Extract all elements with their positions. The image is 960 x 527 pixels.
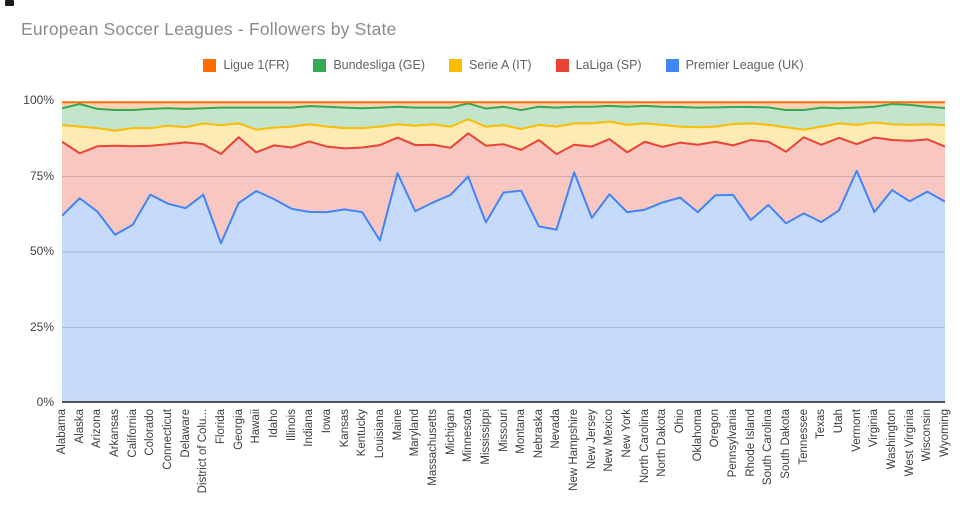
legend-item[interactable]: LaLiga (SP): [555, 58, 642, 72]
x-axis-label: Maine: [391, 409, 404, 441]
x-axis-label: South Dakota: [780, 409, 793, 479]
x-axis-label: Vermont: [850, 409, 863, 452]
x-axis-label: Iowa: [320, 409, 333, 434]
chart-plot-area[interactable]: [62, 101, 945, 403]
x-axis-label: Minnesota: [462, 409, 475, 463]
x-axis-label: Mississippi: [479, 409, 492, 465]
legend-color-swatch-icon: [555, 58, 569, 72]
legend-item[interactable]: Premier League (UK): [665, 58, 804, 72]
x-axis-label: Connecticut: [161, 409, 174, 470]
x-axis-label: Rhode Island: [744, 409, 757, 477]
legend-label: Serie A (IT): [469, 58, 532, 72]
x-axis-label: Alabama: [56, 409, 68, 455]
x-axis-label: Washington: [886, 409, 899, 470]
x-axis-label: New Hampshire: [568, 409, 581, 491]
legend-item[interactable]: Bundesliga (GE): [313, 58, 425, 72]
x-axis-label: Wisconsin: [921, 409, 934, 462]
legend-color-swatch-icon: [665, 58, 679, 72]
legend-color-swatch-icon: [449, 58, 463, 72]
x-axis-label: Nebraska: [532, 409, 545, 459]
x-axis-label: Kentucky: [356, 409, 369, 457]
series-line: [62, 102, 945, 112]
x-axis-label: North Dakota: [656, 409, 669, 477]
series-area[interactable]: [62, 170, 945, 403]
x-axis-label: District of Colu...: [197, 409, 210, 494]
x-axis-label: Wyoming: [939, 409, 951, 457]
y-axis-tick-label: 75%: [29, 168, 54, 183]
x-axis-label: Oklahoma: [691, 409, 704, 462]
x-axis-label: Alaska: [73, 409, 86, 444]
x-axis-label: Ohio: [674, 409, 687, 434]
x-axis-label: New York: [621, 409, 634, 458]
y-axis-tick-label: 100%: [23, 93, 54, 107]
x-axis-label: Arizona: [91, 409, 104, 448]
x-axis-label: Montana: [515, 409, 528, 454]
legend-item[interactable]: Serie A (IT): [449, 58, 532, 72]
chart-title: European Soccer Leagues - Followers by S…: [21, 19, 397, 39]
x-axis-label: Oregon: [709, 409, 722, 448]
legend-item[interactable]: Ligue 1(FR): [203, 58, 289, 72]
x-axis-label: Virginia: [868, 409, 881, 448]
x-axis-label: Idaho: [267, 409, 280, 438]
x-axis-label: Kansas: [338, 409, 351, 448]
x-axis-label: Tennessee: [797, 409, 810, 465]
y-axis-tick-label: 50%: [29, 244, 54, 258]
x-axis-label: Florida: [214, 409, 227, 445]
x-axis-label: West Virginia: [903, 409, 916, 477]
legend-label: Bundesliga (GE): [333, 58, 426, 72]
x-axis-label: Texas: [815, 409, 828, 440]
chart-legend: Ligue 1(FR) Bundesliga (GE) Serie A (IT) La…: [62, 58, 945, 72]
x-axis-label: Delaware: [179, 409, 192, 458]
x-axis-label: North Carolina: [638, 409, 651, 484]
x-axis-label: New Mexico: [603, 409, 616, 472]
y-axis-tick-label: 0%: [36, 395, 54, 409]
x-axis-label: California: [126, 409, 139, 458]
series-line: [62, 169, 945, 245]
x-axis-label: South Carolina: [762, 409, 775, 486]
x-axis-label: Maryland: [409, 409, 422, 457]
x-axis-label: Illinois: [285, 409, 298, 441]
legend-label: Ligue 1(FR): [223, 58, 290, 72]
series-line: [62, 132, 945, 156]
legend-label: LaLiga (SP): [575, 58, 642, 72]
x-axis-label: Georgia: [232, 409, 245, 450]
x-axis-label: Missouri: [497, 409, 510, 452]
series-line: [62, 118, 945, 132]
x-axis-label: Louisiana: [373, 409, 386, 459]
x-axis-label: Colorado: [144, 409, 157, 456]
y-axis-tick-label: 25%: [29, 319, 54, 334]
legend-color-swatch-icon: [203, 58, 217, 72]
x-axis-label: Massachusetts: [426, 409, 439, 486]
legend-color-swatch-icon: [313, 58, 327, 72]
x-axis-label: Hawaii: [250, 409, 263, 444]
x-axis-label: New Jersey: [585, 409, 598, 470]
legend-label: Premier League (UK): [685, 58, 804, 72]
screenshot-artifact-dot: [5, 0, 14, 6]
x-axis-label: Michigan: [444, 409, 457, 456]
x-axis-label: Indiana: [303, 409, 316, 447]
x-axis-label: Arkansas: [108, 409, 121, 457]
x-axis-label: Nevada: [550, 409, 563, 449]
x-axis-label: Pennsylvania: [727, 409, 740, 478]
x-axis-label: Utah: [833, 409, 846, 434]
